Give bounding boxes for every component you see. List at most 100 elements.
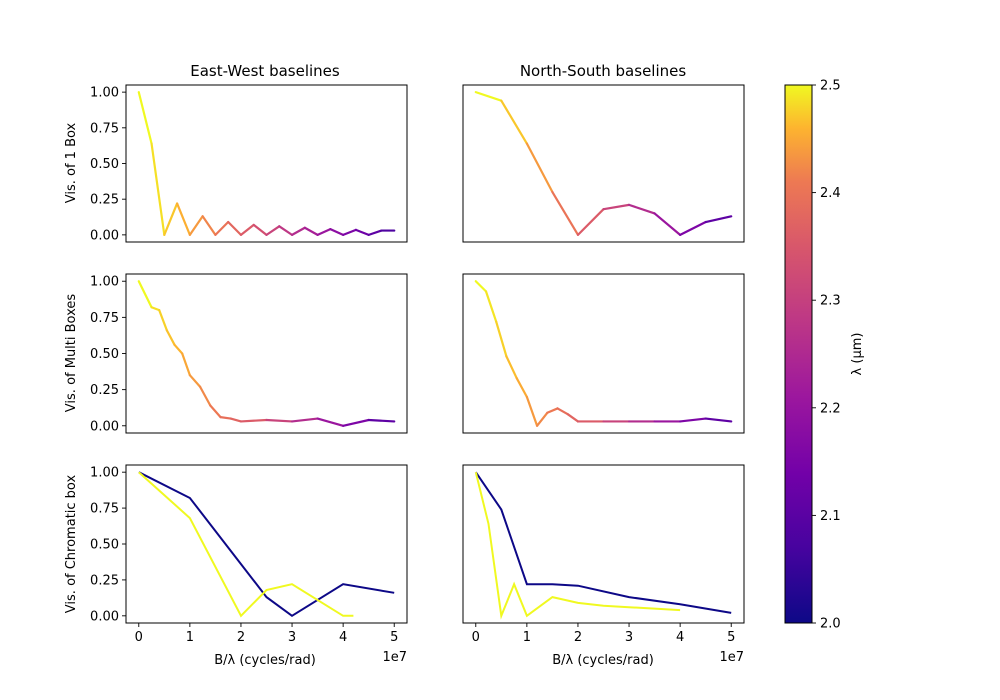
x-exponent-left: 1e7	[382, 650, 407, 665]
y-tick-label: 0.25	[90, 193, 119, 208]
y-tick: 0.25	[90, 383, 126, 398]
y-tick: 0.00	[90, 419, 126, 434]
x-tick-label: 1	[186, 630, 194, 645]
x-tick: 0	[135, 623, 143, 645]
x-tick: 3	[625, 623, 633, 645]
series-segment	[290, 226, 306, 236]
data-lines	[137, 91, 396, 236]
y-tick: 0.00	[90, 228, 126, 243]
series-segment	[505, 355, 518, 380]
series-segment	[484, 290, 498, 323]
y-tick: 1.00	[90, 275, 126, 290]
ylabel-row-2: Vis. of Multi Boxes	[64, 294, 79, 413]
series-segment	[278, 225, 294, 236]
data-lines	[474, 280, 733, 427]
series-segment	[137, 91, 153, 145]
x-tick-label: 3	[288, 630, 296, 645]
panel-frame	[125, 273, 408, 434]
xlabel-left: B/λ (cycles/rad)	[214, 653, 316, 668]
series-segment	[239, 223, 255, 236]
series-segment	[367, 418, 396, 423]
colorbar-gradient	[784, 84, 813, 624]
y-tick-label: 0.75	[90, 311, 119, 326]
y-tick: 0.25	[90, 193, 126, 208]
series-segment	[525, 395, 539, 427]
series-segment	[329, 228, 345, 236]
x-tick: 4	[339, 623, 347, 645]
panel-frame	[462, 464, 745, 624]
data-lines	[474, 91, 733, 236]
data-lines	[137, 280, 396, 427]
series-segment	[653, 212, 682, 236]
series-segment	[175, 202, 191, 236]
panel-ew-chromatic: 0.00 0.25 0.50 0.75 1.00 0 1 2 3 4 5	[90, 464, 408, 645]
series-segment	[525, 142, 554, 194]
series-segment	[367, 229, 383, 236]
series-segment	[342, 418, 370, 427]
series-segment	[181, 352, 191, 377]
x-tick-label: 4	[676, 630, 684, 645]
panel-ew-1box: 0.00 0.25 0.50 0.75 1.00	[90, 84, 408, 243]
series-segment	[214, 220, 230, 236]
series-segment	[209, 404, 222, 419]
x-tick-label: 1	[523, 630, 531, 645]
series-segment	[265, 418, 294, 423]
y-tick-label: 0.50	[90, 347, 119, 362]
y-tick-label: 1.00	[90, 466, 119, 481]
y-tick-label: 1.00	[90, 275, 119, 290]
series-segment	[173, 343, 184, 355]
col-title-east-west: East-West baselines	[190, 62, 340, 80]
colorbar-tick-label: 2.2	[820, 401, 841, 416]
x-tick-label: 0	[472, 630, 480, 645]
series-line-lambda-2	[138, 471, 395, 618]
series-segment	[239, 418, 268, 423]
colorbar-ticks: 2.0 2.1 2.2 2.3 2.4 2.5	[812, 79, 841, 632]
series-segment	[198, 385, 212, 407]
x-tick: 3	[288, 623, 296, 645]
panel-ns-1box	[462, 84, 745, 243]
series-segment	[316, 228, 332, 236]
x-tick: 2	[574, 623, 582, 645]
series-segment	[252, 223, 268, 236]
panel-frame	[462, 273, 745, 434]
y-tick: 0.00	[90, 609, 126, 624]
y-tick-label: 1.00	[90, 86, 119, 101]
series-segment	[474, 91, 503, 102]
colorbar-tick-label: 2.5	[820, 79, 841, 94]
y-tick-label: 0.25	[90, 383, 119, 398]
series-segment	[219, 416, 232, 420]
y-tick: 0.50	[90, 347, 126, 362]
panel-ns-multibox	[462, 273, 745, 434]
series-segment	[303, 226, 319, 236]
colorbar-tick-label: 2.4	[820, 186, 841, 201]
data-lines	[474, 471, 732, 620]
series-segment	[229, 417, 243, 423]
series-segment	[474, 280, 488, 293]
x-tick-label: 4	[339, 630, 347, 645]
series-segment	[551, 190, 580, 236]
series-segment	[265, 225, 281, 236]
ylabel-row-1: Vis. of 1 Box	[64, 122, 79, 203]
series-segment	[704, 417, 733, 423]
series-segment	[316, 417, 345, 427]
series-segment	[556, 407, 569, 416]
panel-ew-multibox: 0.00 0.25 0.50 0.75 1.00	[90, 273, 408, 434]
xlabel-right: B/λ (cycles/rad)	[552, 653, 654, 668]
y-tick: 0.75	[90, 502, 126, 517]
colorbar-tick-label: 2.3	[820, 294, 841, 309]
y-tick: 1.00	[90, 86, 126, 101]
x-tick: 4	[676, 623, 684, 645]
series-segment	[163, 202, 179, 236]
x-tick: 1	[186, 623, 194, 645]
series-segment	[566, 413, 580, 423]
ylabel-row-3: Vis. of Chromatic box	[64, 475, 79, 614]
series-segment	[679, 220, 707, 236]
x-tick-label: 2	[237, 630, 245, 645]
series-line-lambda-2.5	[474, 471, 681, 620]
series-segment	[158, 309, 168, 332]
x-tick: 0	[472, 623, 480, 645]
y-tick: 0.25	[90, 573, 126, 588]
x-tick-label: 0	[135, 630, 143, 645]
x-tick-label: 3	[625, 630, 633, 645]
